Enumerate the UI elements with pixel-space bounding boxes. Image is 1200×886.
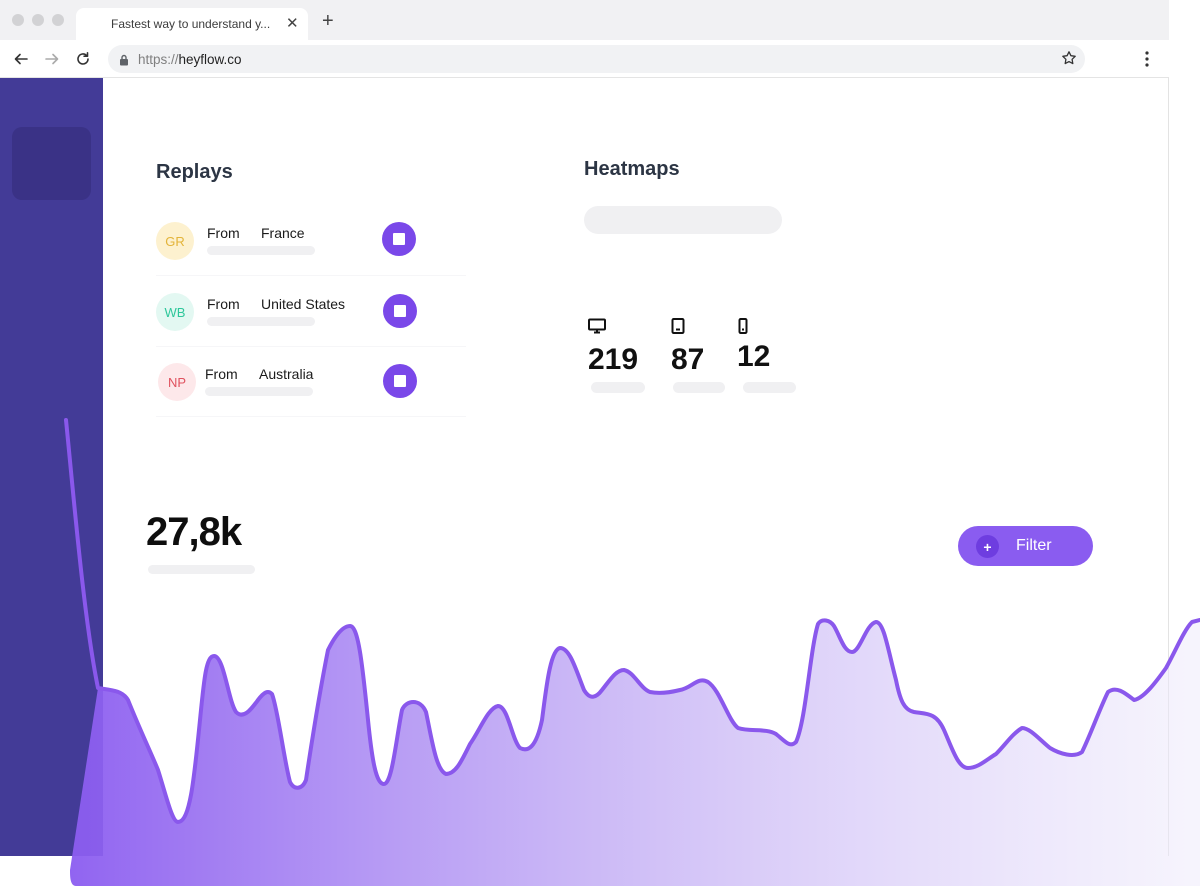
mobile-count: 12 [737,340,771,373]
heatmaps-title: Heatmaps [584,158,680,180]
replay-stop-button[interactable] [382,222,416,256]
tablet-count: 87 [671,343,705,376]
mobile-icon [738,318,748,339]
lock-icon [119,53,129,71]
placeholder-bar [591,382,645,393]
desktop-count: 219 [588,343,639,376]
url-text: https://heyflow.co [138,52,242,67]
country-name: Australia [259,366,314,382]
url-scheme: https:// [138,52,179,67]
replay-stop-button[interactable] [383,364,417,398]
window-close-dot[interactable] [12,14,24,26]
from-label: From [207,225,240,241]
bookmark-star-icon[interactable] [1061,50,1077,71]
filter-button[interactable]: + Filter [958,526,1093,566]
placeholder-bar [205,387,313,396]
avatar: NP [158,363,196,401]
forward-icon[interactable] [41,48,63,70]
total-sessions-value: 27,8k [146,510,242,554]
stop-icon [393,233,405,245]
traffic-area-chart [64,418,1200,886]
placeholder-bar [743,382,796,393]
plus-icon: + [976,535,999,558]
browser-titlebar: Fastest way to understand y... ✕ + [0,0,1169,40]
replays-title: Replays [156,161,233,183]
url-host: heyflow.co [178,52,242,67]
from-label: From [205,366,238,382]
heatmap-placeholder-bar [584,206,782,234]
chart-line [64,418,1200,824]
replay-row[interactable]: WB From United States [156,293,466,353]
country-name: France [261,225,305,241]
stop-icon [394,375,406,387]
row-divider [156,416,466,417]
sidebar-logo-tile[interactable] [12,127,91,200]
tab-title: Fastest way to understand y... [111,17,271,31]
area-fill [70,620,1200,886]
placeholder-bar [207,317,315,326]
back-icon[interactable] [10,48,32,70]
reload-icon[interactable] [72,48,94,70]
tab-close-icon[interactable]: ✕ [286,15,299,32]
replay-row[interactable]: GR From France [156,222,466,282]
row-divider [156,346,466,347]
placeholder-bar [673,382,725,393]
replay-row[interactable]: NP From Australia [156,363,466,423]
address-bar[interactable]: https://heyflow.co [108,45,1085,73]
placeholder-bar [207,246,315,255]
browser-tab[interactable]: Fastest way to understand y... ✕ [76,8,308,40]
avatar: GR [156,222,194,260]
avatar: WB [156,293,194,331]
tablet-icon [671,318,685,339]
app-sidebar [0,78,103,856]
filter-label: Filter [1016,537,1052,554]
window-zoom-dot[interactable] [52,14,64,26]
placeholder-bar [148,565,255,574]
desktop-icon [588,318,606,339]
browser-toolbar: https://heyflow.co [0,40,1169,78]
new-tab-icon[interactable]: + [322,10,334,32]
country-name: United States [261,296,346,312]
stop-icon [394,305,406,317]
replay-stop-button[interactable] [383,294,417,328]
from-label: From [207,296,240,312]
browser-menu-icon[interactable] [1138,48,1156,70]
window-minimize-dot[interactable] [32,14,44,26]
row-divider [156,275,466,276]
